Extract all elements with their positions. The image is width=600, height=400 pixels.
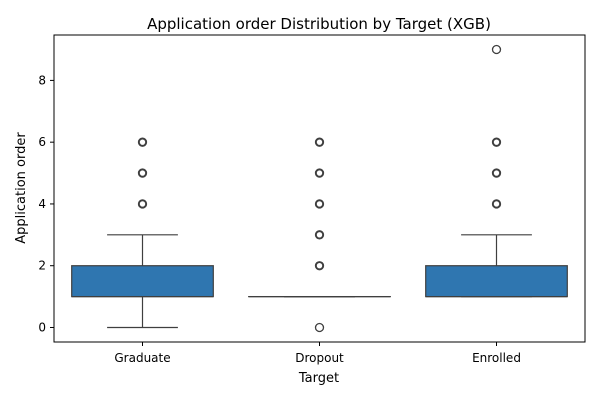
outlier-point <box>138 138 147 146</box>
x-tick-label: Enrolled <box>472 351 521 365</box>
box-dropout <box>248 137 391 333</box>
outlier-point <box>491 44 502 55</box>
plot-area: 0 2 4 6 8 Graduate Dropout Enrolled <box>38 34 586 365</box>
boxes <box>71 44 568 333</box>
outlier-point <box>314 168 325 178</box>
box-graduate <box>71 137 214 329</box>
outlier-point <box>314 199 325 209</box>
outlier-point <box>314 322 325 333</box>
outlier-point <box>491 199 502 209</box>
y-tick-label: 4 <box>38 197 46 211</box>
x-tick-label: Graduate <box>114 351 170 365</box>
y-tick-label: 0 <box>38 320 46 334</box>
outlier-point <box>315 262 324 270</box>
y-tick-label: 2 <box>38 259 46 273</box>
outlier-point <box>492 169 501 177</box>
outlier-point <box>137 199 148 209</box>
outlier-point <box>315 200 324 208</box>
y-axis: 0 2 4 6 8 <box>38 73 54 334</box>
y-tick-label: 8 <box>38 73 46 87</box>
iqr-box <box>425 265 568 298</box>
outlier-point <box>315 169 324 177</box>
y-tick-label: 6 <box>38 135 46 149</box>
outlier-point <box>314 230 325 240</box>
box-enrolled <box>425 44 568 298</box>
x-axis-label: Target <box>298 371 339 386</box>
outlier-point <box>314 137 325 147</box>
y-axis-label: Application order <box>14 132 29 244</box>
outlier-point <box>138 169 147 177</box>
outlier-point <box>491 137 502 147</box>
outlier-point <box>137 168 148 178</box>
outlier-point <box>137 137 148 147</box>
outlier-point <box>492 138 501 146</box>
iqr-box <box>71 265 214 298</box>
outlier-point <box>314 261 325 271</box>
outlier-point <box>315 138 324 146</box>
x-tick-label: Dropout <box>295 351 344 365</box>
x-axis: Graduate Dropout Enrolled <box>114 342 521 365</box>
outlier-point <box>315 231 324 239</box>
chart-title: Application order Distribution by Target… <box>147 15 491 33</box>
outlier-point <box>492 200 501 208</box>
outlier-point <box>138 200 147 208</box>
outlier-point <box>491 168 502 178</box>
